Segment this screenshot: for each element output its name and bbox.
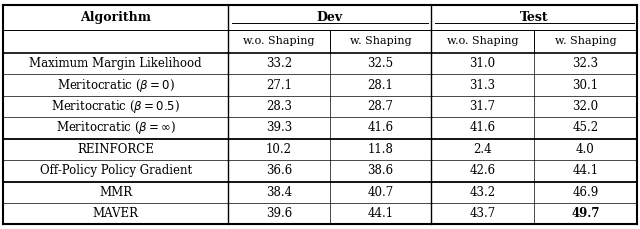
Text: REINFORCE: REINFORCE <box>77 143 154 156</box>
Text: Meritocratic ($\beta = \infty$): Meritocratic ($\beta = \infty$) <box>56 120 176 136</box>
Text: Algorithm: Algorithm <box>80 11 151 24</box>
Text: 32.0: 32.0 <box>572 100 598 113</box>
Text: 10.2: 10.2 <box>266 143 292 156</box>
Text: w. Shaping: w. Shaping <box>349 36 412 46</box>
Text: 31.7: 31.7 <box>470 100 496 113</box>
Text: 41.6: 41.6 <box>470 121 496 134</box>
Text: 28.7: 28.7 <box>367 100 394 113</box>
Text: Maximum Margin Likelihood: Maximum Margin Likelihood <box>29 57 202 70</box>
Text: 38.6: 38.6 <box>367 164 394 177</box>
Text: 46.9: 46.9 <box>572 186 598 199</box>
Text: 27.1: 27.1 <box>266 79 292 92</box>
Text: 28.3: 28.3 <box>266 100 292 113</box>
Text: 28.1: 28.1 <box>367 79 394 92</box>
Text: 2.4: 2.4 <box>474 143 492 156</box>
Text: 38.4: 38.4 <box>266 186 292 199</box>
Text: 43.2: 43.2 <box>470 186 496 199</box>
Text: 31.3: 31.3 <box>470 79 496 92</box>
Text: Dev: Dev <box>317 11 343 24</box>
Text: 31.0: 31.0 <box>470 57 496 70</box>
Text: 39.6: 39.6 <box>266 207 292 220</box>
Text: 41.6: 41.6 <box>367 121 394 134</box>
Text: 40.7: 40.7 <box>367 186 394 199</box>
Text: 30.1: 30.1 <box>572 79 598 92</box>
Text: w.o. Shaping: w.o. Shaping <box>243 36 315 46</box>
Text: 33.2: 33.2 <box>266 57 292 70</box>
Text: w. Shaping: w. Shaping <box>555 36 616 46</box>
Text: MMR: MMR <box>99 186 132 199</box>
Text: 36.6: 36.6 <box>266 164 292 177</box>
Text: 44.1: 44.1 <box>572 164 598 177</box>
Text: 42.6: 42.6 <box>470 164 496 177</box>
Text: 39.3: 39.3 <box>266 121 292 134</box>
Text: Meritocratic ($\beta = 0$): Meritocratic ($\beta = 0$) <box>57 76 175 94</box>
Text: Test: Test <box>520 11 548 24</box>
Text: 49.7: 49.7 <box>571 207 600 220</box>
Text: 11.8: 11.8 <box>367 143 394 156</box>
Text: 32.5: 32.5 <box>367 57 394 70</box>
Text: MAVER: MAVER <box>93 207 139 220</box>
Text: 43.7: 43.7 <box>470 207 496 220</box>
Text: w.o. Shaping: w.o. Shaping <box>447 36 518 46</box>
Text: Meritocratic ($\beta = 0.5$): Meritocratic ($\beta = 0.5$) <box>51 98 180 115</box>
Text: 45.2: 45.2 <box>572 121 598 134</box>
Text: 32.3: 32.3 <box>572 57 598 70</box>
Text: 44.1: 44.1 <box>367 207 394 220</box>
Text: 4.0: 4.0 <box>576 143 595 156</box>
Text: Off-Policy Policy Gradient: Off-Policy Policy Gradient <box>40 164 192 177</box>
